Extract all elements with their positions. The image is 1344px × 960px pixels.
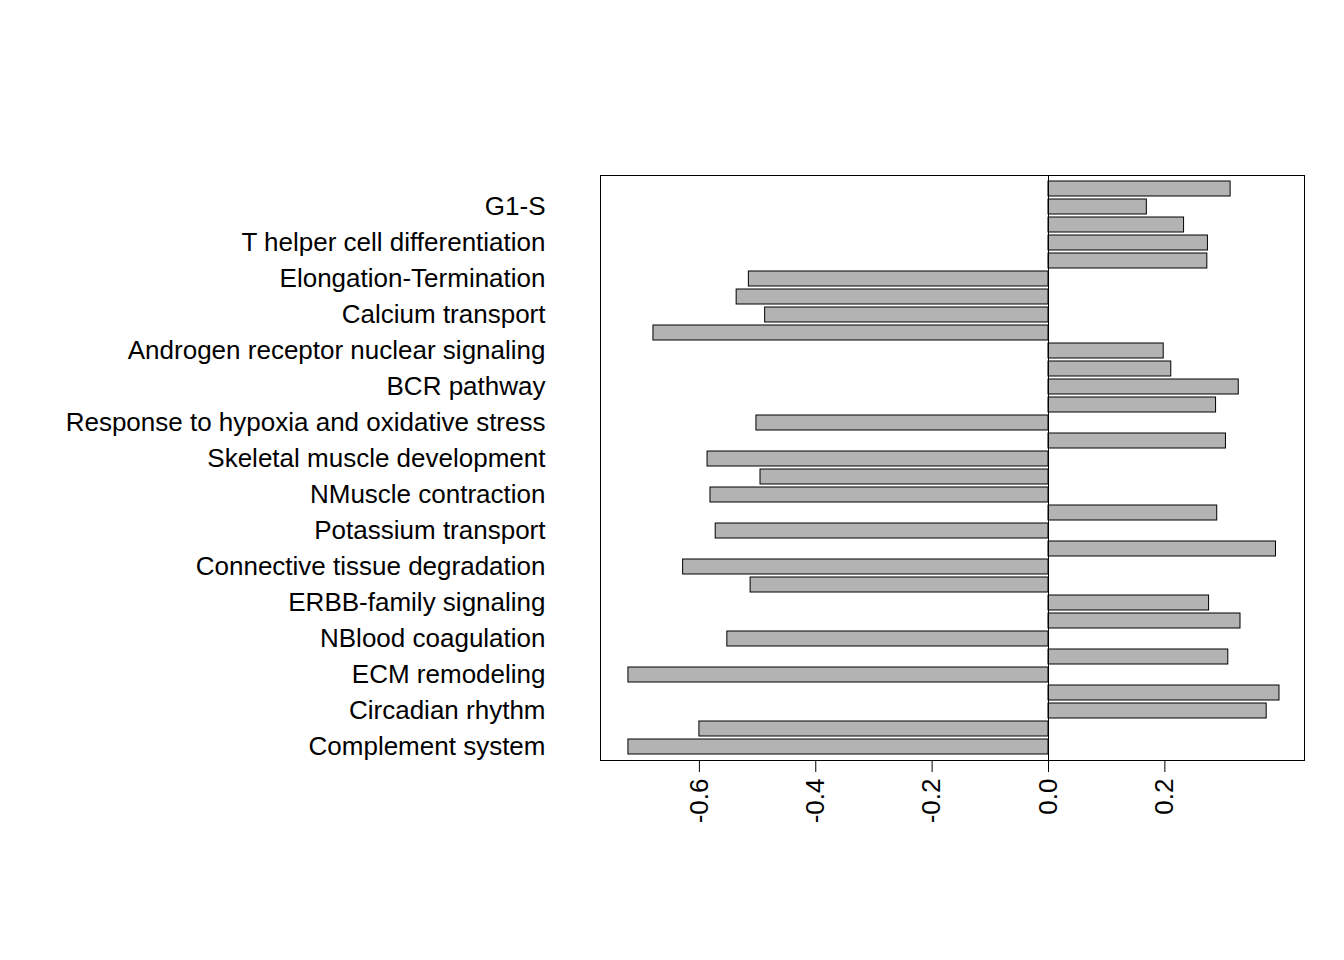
svg-text:NMuscle contraction: NMuscle contraction: [310, 479, 546, 509]
svg-text:-0.6: -0.6: [684, 779, 714, 824]
svg-text:NBlood coagulation: NBlood coagulation: [320, 623, 546, 653]
svg-text:Complement system: Complement system: [309, 731, 546, 761]
svg-text:Response to hypoxia and oxidat: Response to hypoxia and oxidative stress: [66, 407, 546, 437]
svg-text:0.2: 0.2: [1149, 779, 1179, 815]
svg-text:-0.2: -0.2: [916, 779, 946, 824]
svg-text:0.0: 0.0: [1033, 779, 1063, 815]
svg-text:BCR pathway: BCR pathway: [387, 371, 546, 401]
svg-text:Skeletal muscle development: Skeletal muscle development: [207, 443, 546, 473]
svg-text:ECM remodeling: ECM remodeling: [352, 659, 546, 689]
svg-text:Elongation-Termination: Elongation-Termination: [280, 263, 546, 293]
svg-text:Circadian rhythm: Circadian rhythm: [349, 695, 546, 725]
svg-text:Connective tissue degradation: Connective tissue degradation: [196, 551, 546, 581]
svg-text:-0.4: -0.4: [800, 779, 830, 824]
svg-text:G1-S: G1-S: [485, 191, 546, 221]
svg-text:Potassium transport: Potassium transport: [314, 515, 546, 545]
svg-text:Calcium transport: Calcium transport: [342, 299, 547, 329]
svg-text:ERBB-family signaling: ERBB-family signaling: [288, 587, 545, 617]
svg-text:T helper cell differentiation: T helper cell differentiation: [241, 227, 545, 257]
svg-text:Androgen receptor nuclear sign: Androgen receptor nuclear signaling: [128, 335, 546, 365]
